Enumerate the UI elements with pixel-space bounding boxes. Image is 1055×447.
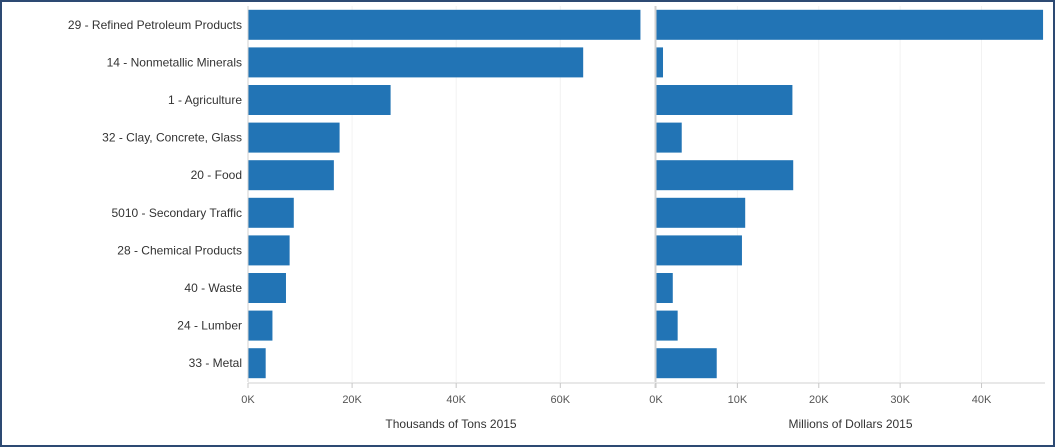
bar [248,47,584,78]
x-tick-label: 20K [809,394,829,406]
category-label: 29 - Refined Petroleum Products [68,18,242,32]
bar [248,9,641,40]
x-tick-label: 30K [890,394,910,406]
bar [656,235,742,266]
bar [656,47,664,78]
category-label: 20 - Food [191,168,242,182]
bar [656,273,673,303]
x-tick-label: 10K [728,394,748,406]
bar [248,122,340,153]
x-tick-label: 0K [241,394,255,406]
bar [248,197,294,228]
category-label: 1 - Agriculture [168,93,242,107]
category-label: 33 - Metal [189,356,242,370]
bar [656,122,682,153]
bar [248,160,334,191]
bar [656,310,678,341]
x-tick-label: 0K [649,394,663,406]
category-label: 5010 - Secondary Traffic [111,206,242,220]
category-label: 32 - Clay, Concrete, Glass [102,131,242,145]
x-tick-label: 40K [972,394,992,406]
category-label: 40 - Waste [184,281,242,295]
x-tick-label: 60K [551,394,571,406]
bar [248,273,286,303]
category-label: 24 - Lumber [177,319,242,333]
category-label: 14 - Nonmetallic Minerals [107,55,242,69]
bar [656,160,794,191]
bar [656,9,1044,40]
bar [248,85,391,115]
bar [248,348,266,379]
x-tick-label: 20K [342,394,362,406]
bar [656,348,717,379]
bar [656,85,793,115]
bar [248,235,290,266]
x-tick-label: 40K [446,394,466,406]
bar [248,310,273,341]
category-label: 28 - Chemical Products [117,243,242,257]
x-axis-title: Thousands of Tons 2015 [385,417,517,431]
x-axis-title: Millions of Dollars 2015 [788,417,912,431]
bar [656,197,746,228]
